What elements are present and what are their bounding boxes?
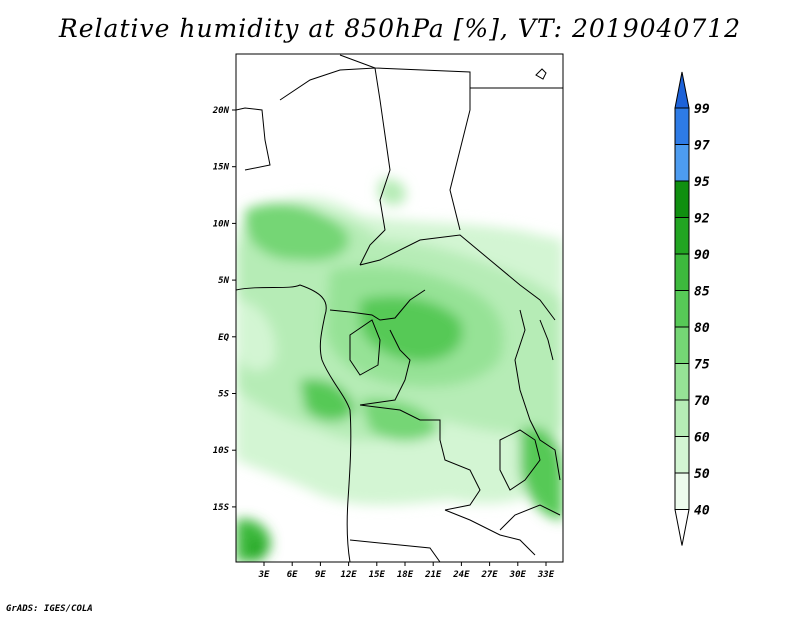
colorbar-label: 80 bbox=[694, 321, 710, 336]
grads-credit: GrADS: IGES/COLA bbox=[6, 604, 93, 614]
map-frame bbox=[235, 53, 564, 563]
lon-label: 9E bbox=[315, 570, 326, 580]
lat-label: 5S bbox=[218, 390, 229, 400]
colorbar-label: 70 bbox=[694, 394, 710, 409]
lon-label: 6E bbox=[287, 570, 298, 580]
lon-label: 24E bbox=[452, 570, 470, 580]
colorbar-label: 99 bbox=[694, 102, 710, 117]
colorbar-label: 95 bbox=[694, 175, 710, 190]
lat-label: 15N bbox=[213, 163, 230, 173]
lon-label: 33E bbox=[537, 570, 555, 580]
colorbar: 99 97 95 92 90 85 80 75 70 60 50 40 bbox=[674, 71, 710, 546]
colorbar-segment bbox=[674, 144, 690, 182]
colorbar-segment bbox=[674, 290, 690, 328]
lon-label: 3E bbox=[258, 570, 270, 580]
colorbar-segment bbox=[674, 472, 690, 510]
colorbar-segment bbox=[674, 217, 690, 255]
colorbar-segment bbox=[674, 363, 690, 401]
colorbar-label: 40 bbox=[694, 504, 710, 519]
humidity-field bbox=[236, 54, 563, 562]
colorbar-label: 97 bbox=[694, 139, 710, 154]
latitude-axis: 20N 15N 10N 5N EQ 5S 10S 15S bbox=[212, 106, 236, 513]
lat-label: 20N bbox=[212, 106, 230, 116]
lon-label: 21E bbox=[424, 570, 442, 580]
colorbar-label: 92 bbox=[694, 212, 710, 227]
longitude-axis: 3E 6E 9E 12E 15E 18E 21E 24E 27E 30E 33E bbox=[258, 562, 555, 580]
colorbar-segment bbox=[674, 180, 690, 218]
colorbar-segment bbox=[674, 326, 690, 364]
lon-label: 15E bbox=[369, 570, 386, 580]
colorbar-label: 75 bbox=[694, 358, 710, 373]
colorbar-label: 50 bbox=[694, 467, 710, 482]
colorbar-segment bbox=[674, 399, 690, 437]
lon-label: 27E bbox=[480, 570, 498, 580]
lat-label: 10N bbox=[213, 219, 230, 229]
lon-label: 18E bbox=[397, 570, 414, 580]
colorbar-segment bbox=[674, 107, 690, 145]
lat-label: 15S bbox=[213, 503, 230, 513]
lat-label: EQ bbox=[218, 333, 229, 343]
colorbar-segment bbox=[674, 253, 690, 291]
colorbar-top-arrow bbox=[674, 71, 690, 109]
lon-label: 12E bbox=[340, 570, 357, 580]
colorbar-label: 85 bbox=[694, 285, 710, 300]
lat-label: 10S bbox=[213, 446, 230, 456]
colorbar-label: 90 bbox=[694, 248, 710, 263]
map-title: Relative humidity at 850hPa [%], VT: 201… bbox=[58, 14, 742, 43]
colorbar-segment bbox=[674, 436, 690, 474]
lat-label: 5N bbox=[218, 276, 229, 286]
colorbar-label: 60 bbox=[694, 431, 710, 446]
colorbar-bottom-arrow bbox=[674, 509, 690, 546]
lon-label: 30E bbox=[509, 570, 527, 580]
